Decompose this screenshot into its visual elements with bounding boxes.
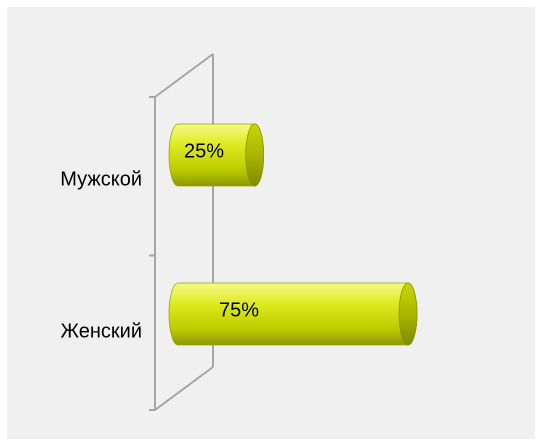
axis-frame-bottom-edge [154,366,214,411]
category-label-2: Женский [61,320,142,342]
data-label-2: 75% [219,299,259,321]
bar-2 [168,282,418,346]
data-label-1: 25% [184,140,224,162]
plot-background [7,7,535,439]
bar-body [168,282,418,346]
bars-group [168,123,418,346]
labels-group: Мужской 25% Женский 75% [60,140,259,342]
bar-end-cap [245,123,265,187]
bar-1 [168,123,265,187]
category-label-1: Мужской [60,168,142,190]
bar-end-cap [398,282,418,346]
axis-frame-top-edge [154,53,214,98]
